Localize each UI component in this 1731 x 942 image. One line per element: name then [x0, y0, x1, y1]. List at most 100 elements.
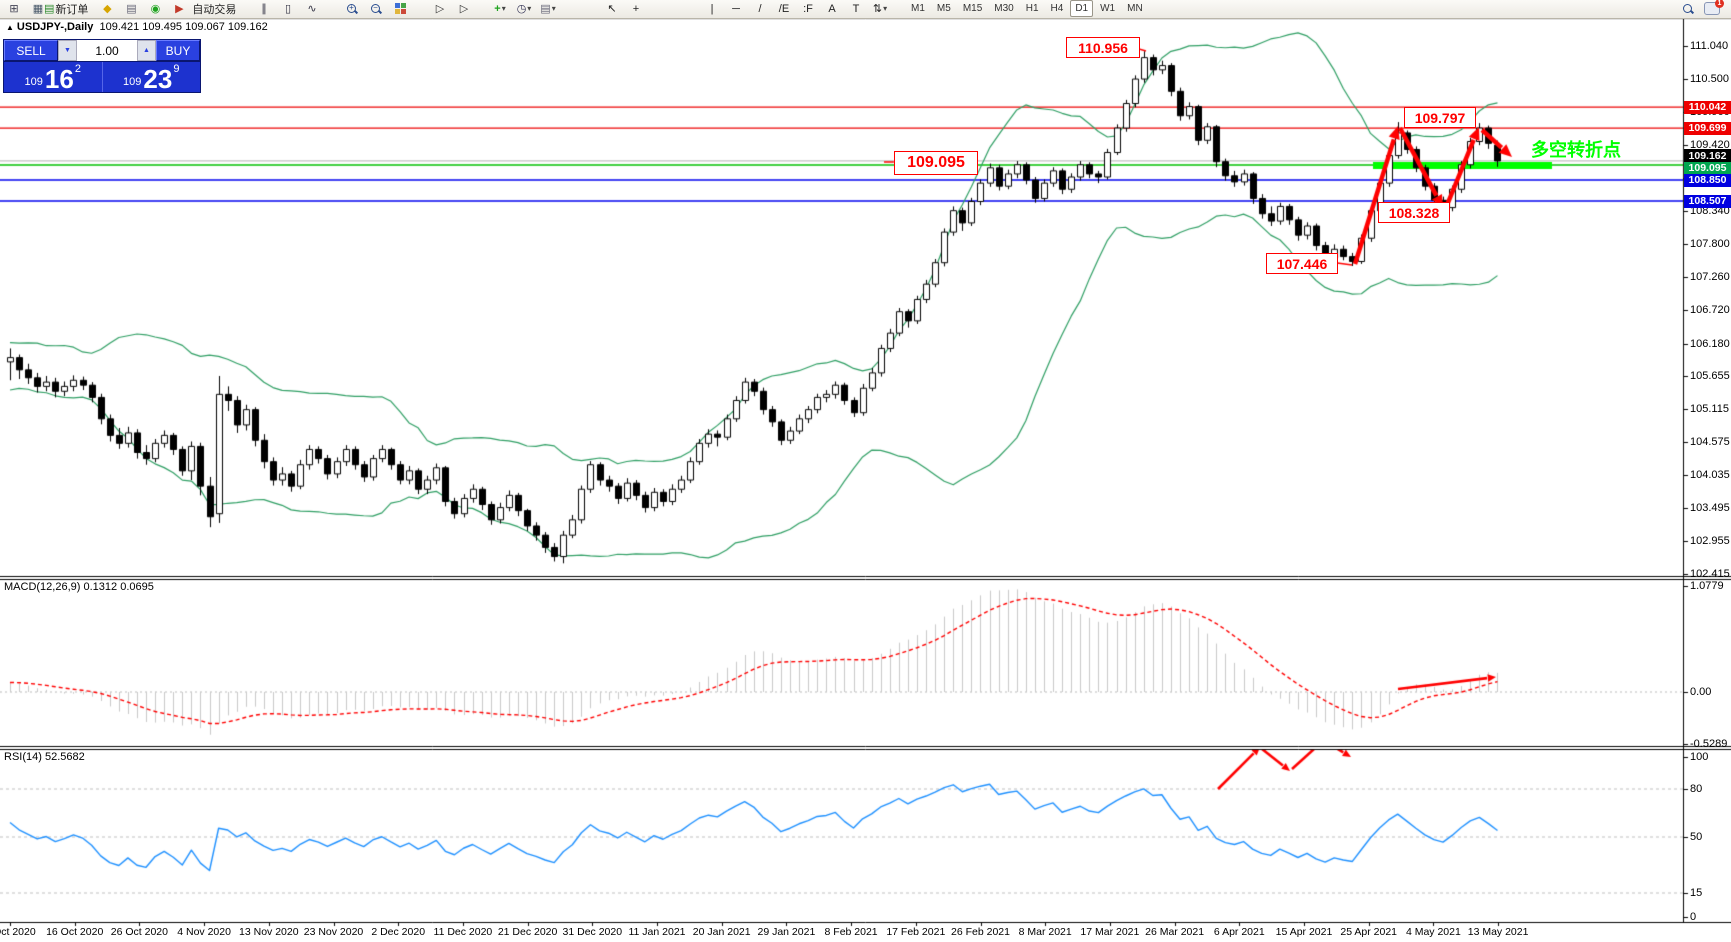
cursor-icon: ↖	[607, 3, 617, 15]
collapse-icon[interactable]: ▲	[6, 23, 14, 32]
sell-price-pips: 16	[44, 64, 74, 94]
volume-input[interactable]	[77, 40, 137, 61]
indicators-icon: +	[494, 2, 501, 15]
chat-bubble-icon: 1	[1704, 0, 1724, 15]
text-icon: A	[828, 2, 836, 15]
new-order-button[interactable]: ▤ 新订单	[41, 0, 94, 17]
print-button[interactable]: ▤	[120, 0, 142, 17]
macd-name: MACD(12,26,9)	[4, 581, 81, 593]
sell-price-point: 2	[74, 63, 81, 75]
timeframe-button-m5[interactable]: M5	[936, 3, 951, 14]
new-chart-icon: ⊞	[9, 3, 19, 15]
macd-label: MACD(12,26,9) 0.1312 0.0695	[4, 581, 154, 593]
buy-price-pips: 23	[143, 64, 173, 94]
macd-signal-value: 0.0695	[120, 581, 154, 593]
auto-scroll-icon: ▷	[435, 3, 445, 15]
chevron-down-icon: ▾	[551, 4, 556, 13]
line-chart-icon: ∿	[307, 3, 317, 15]
price-level-badge: 109.095	[1684, 161, 1731, 175]
volume-up-button[interactable]: ▲	[137, 40, 156, 61]
macd-main-value: 0.1312	[83, 581, 118, 593]
autotrading-icon: ▶	[175, 3, 184, 15]
notifications-button[interactable]: 1	[1701, 0, 1724, 17]
timeframe-button-m30[interactable]: M30	[994, 3, 1014, 14]
cursor-button[interactable]: ↖	[601, 0, 623, 17]
rsi-name: RSI(14)	[4, 751, 42, 763]
chart-shift-button[interactable]: ▷	[453, 0, 475, 17]
bar-chart-button[interactable]: ∥	[253, 0, 275, 17]
notification-count-badge: 1	[1715, 0, 1724, 8]
buy-price-point: 9	[173, 63, 180, 75]
line-chart-button[interactable]: ∿	[301, 0, 323, 17]
sell-price-base: 109	[24, 76, 43, 88]
zoom-out-button[interactable]: −	[365, 0, 387, 17]
fibonacci-button[interactable]: :F	[797, 0, 819, 17]
templates-icon: ▤	[540, 3, 551, 15]
autotrading-label: 自动交易	[192, 3, 237, 16]
rsi-value: 52.5682	[44, 751, 85, 763]
vertical-line-icon: |	[710, 2, 714, 15]
trendline-button[interactable]: /	[749, 0, 771, 17]
swing-low-label[interactable]: 108.328	[1378, 202, 1450, 223]
text-label-button[interactable]: T	[845, 0, 867, 17]
equidistant-channel-button[interactable]: /E	[773, 0, 795, 17]
crosshair-button[interactable]: +	[625, 0, 647, 17]
level-price-label[interactable]: 109.095	[894, 151, 978, 175]
indicators-button[interactable]: + ▾	[489, 0, 511, 17]
new-chart-button[interactable]: ⊞	[3, 0, 25, 17]
buy-price[interactable]: 109 23 9	[103, 62, 201, 92]
toolbar: ⊞ ▦ ▤ 新订单 ◆ ▤ ◉ ▶ 自动交易 ∥ ▯ ∿ + − ▷ ▷ + ▾ ◷ ▾ ▤ ▾ ↖ + …	[0, 0, 1731, 19]
auto-scroll-button[interactable]: ▷	[429, 0, 451, 17]
chart-symbol-label: ▲ USDJPY-,Daily 109.421 109.495 109.067 1…	[6, 21, 268, 33]
buy-price-base: 109	[123, 76, 142, 88]
profiles-button[interactable]: ▦	[27, 0, 49, 17]
periods-button[interactable]: ◷ ▾	[513, 0, 535, 17]
timeframe-button-h4[interactable]: H4	[1050, 3, 1064, 14]
metaeditor-button[interactable]: ◆	[96, 0, 118, 17]
chevron-down-icon: ▾	[527, 4, 532, 13]
timeframe-button-w1[interactable]: W1	[1100, 3, 1116, 14]
zoom-in-button[interactable]: +	[341, 0, 363, 17]
sell-price[interactable]: 109 16 2	[4, 62, 103, 92]
swing-high-label[interactable]: 109.797	[1404, 107, 1476, 128]
horizontal-line-button[interactable]: ─	[725, 0, 747, 17]
text-label-icon: T	[852, 2, 860, 15]
candlestick-chart-icon: ▯	[284, 3, 292, 15]
horizontal-line-icon: ─	[732, 2, 740, 15]
timeframe-button-m1[interactable]: M1	[911, 3, 925, 14]
timeframe-button-h1[interactable]: H1	[1025, 3, 1039, 14]
swing-high-label[interactable]: 110.956	[1066, 37, 1140, 58]
signal-button[interactable]: ◉	[144, 0, 166, 17]
templates-button[interactable]: ▤ ▾	[537, 0, 559, 17]
periods-icon: ◷	[516, 3, 527, 15]
search-icon	[1682, 3, 1694, 15]
sell-button[interactable]: SELL	[4, 40, 58, 61]
volume-down-button[interactable]: ▼	[58, 40, 77, 61]
arrow-objects-icon: ⇅	[872, 3, 883, 15]
timeframe-button-mn[interactable]: MN	[1127, 3, 1143, 14]
chevron-down-icon: ▾	[501, 4, 506, 13]
one-click-trading-panel: SELL ▼ ▲ BUY 109 16 2 109 23 9	[3, 39, 201, 93]
tile-windows-icon	[394, 3, 406, 14]
crosshair-icon: +	[632, 2, 640, 15]
vertical-line-button[interactable]: |	[701, 0, 723, 17]
swing-low-label[interactable]: 107.446	[1266, 253, 1338, 274]
candlestick-chart-button[interactable]: ▯	[277, 0, 299, 17]
price-level-badge: 108.850	[1684, 173, 1731, 187]
metaeditor-icon: ◆	[103, 3, 112, 15]
search-button[interactable]	[1677, 0, 1699, 17]
zone-annotation-text[interactable]: 多空转折点	[1531, 140, 1621, 160]
chart-shift-icon: ▷	[459, 3, 469, 15]
arrow-objects-button[interactable]: ⇅ ▾	[869, 0, 891, 17]
price-level-badge: 108.507	[1684, 194, 1731, 208]
timeframe-button-d1[interactable]: D1	[1070, 0, 1094, 17]
price-level-badge: 109.162	[1684, 149, 1731, 163]
tile-windows-button[interactable]	[389, 0, 411, 17]
text-button[interactable]: A	[821, 0, 843, 17]
buy-button[interactable]: BUY	[156, 40, 200, 61]
ohlc-values: 109.421 109.495 109.067 109.162	[99, 21, 268, 33]
autotrading-button[interactable]: ▶	[168, 0, 190, 17]
timeframe-button-m15[interactable]: M15	[962, 3, 983, 14]
